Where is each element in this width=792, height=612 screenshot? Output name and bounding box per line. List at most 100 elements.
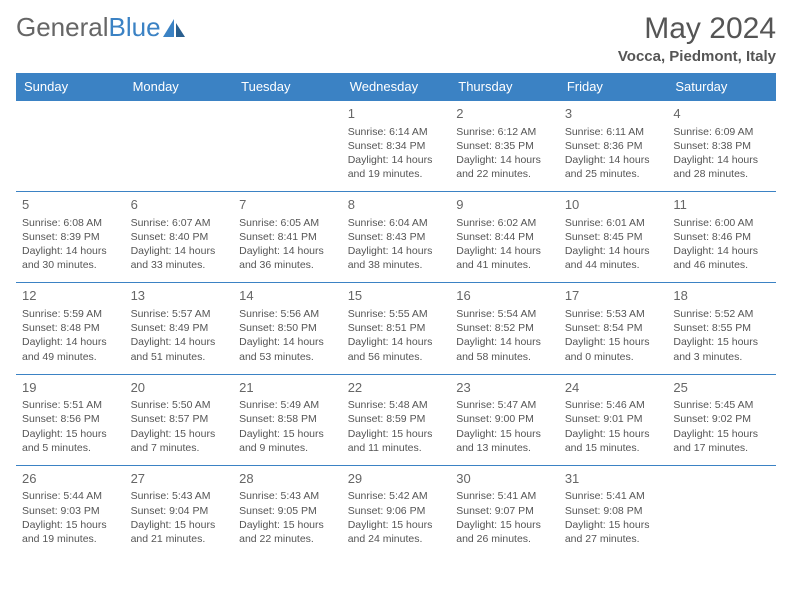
sunrise-line: Sunrise: 5:43 AM (131, 489, 228, 503)
month-title: May 2024 (618, 12, 776, 46)
day-number: 25 (673, 379, 770, 397)
calendar-cell: 13 Sunrise: 5:57 AMSunset: 8:49 PMDayligh… (125, 283, 234, 374)
day-header: Thursday (450, 73, 559, 101)
sunrise-line: Sunrise: 5:51 AM (22, 398, 119, 412)
calendar-cell: 28Sunrise: 5:43 AMSunset: 9:05 PMDayligh… (233, 465, 342, 556)
calendar-cell: 20Sunrise: 5:50 AMSunset: 8:57 PMDayligh… (125, 374, 234, 465)
calendar-cell: 4Sunrise: 6:09 AMSunset: 8:38 PMDaylight… (667, 101, 776, 192)
header: GeneralBlue May 2024 Vocca, Piedmont, It… (16, 12, 776, 65)
daylight-line: Daylight: 14 hours and 56 minutes. (348, 335, 445, 363)
calendar-cell: 16Sunrise: 5:54 AMSunset: 8:52 PMDayligh… (450, 283, 559, 374)
calendar-cell: 10Sunrise: 6:01 AMSunset: 8:45 PMDayligh… (559, 192, 668, 283)
calendar-cell: 5 Sunrise: 6:08 AMSunset: 8:39 PMDaylight… (16, 192, 125, 283)
daylight-line: Daylight: 15 hours and 11 minutes. (348, 427, 445, 455)
calendar-week-row: 12Sunrise: 5:59 AMSunset: 8:48 PMDayligh… (16, 283, 776, 374)
logo-sail-icon (163, 19, 185, 37)
calendar-cell: 31Sunrise: 5:41 AMSunset: 9:08 PMDayligh… (559, 465, 668, 556)
day-number: 5 (22, 196, 119, 214)
sunrise-line: Sunrise: 5:55 AM (348, 307, 445, 321)
calendar-cell: 2Sunrise: 6:12 AMSunset: 8:35 PMDaylight… (450, 101, 559, 192)
sunrise-line: Sunrise: 6:11 AM (565, 125, 662, 139)
daylight-line: Daylight: 15 hours and 17 minutes. (673, 427, 770, 455)
title-block: May 2024 Vocca, Piedmont, Italy (618, 12, 776, 65)
sunrise-line: Sunrise: 6:04 AM (348, 216, 445, 230)
sunset-line: Sunset: 8:54 PM (565, 321, 662, 335)
calendar-cell: 23Sunrise: 5:47 AMSunset: 9:00 PMDayligh… (450, 374, 559, 465)
day-number: 30 (456, 470, 553, 488)
day-number: 19 (22, 379, 119, 397)
day-number: 28 (239, 470, 336, 488)
calendar-cell: 12Sunrise: 5:59 AMSunset: 8:48 PMDayligh… (16, 283, 125, 374)
sunset-line: Sunset: 8:49 PM (131, 321, 228, 335)
calendar-cell: 19Sunrise: 5:51 AMSunset: 8:56 PMDayligh… (16, 374, 125, 465)
daylight-line: Daylight: 14 hours and 44 minutes. (565, 244, 662, 272)
day-number: 11 (673, 196, 770, 214)
sunset-line: Sunset: 8:40 PM (131, 230, 228, 244)
day-header: Friday (559, 73, 668, 101)
calendar-table: SundayMondayTuesdayWednesdayThursdayFrid… (16, 73, 776, 556)
calendar-cell (667, 465, 776, 556)
calendar-cell: 1Sunrise: 6:14 AMSunset: 8:34 PMDaylight… (342, 101, 451, 192)
calendar-cell: 18Sunrise: 5:52 AMSunset: 8:55 PMDayligh… (667, 283, 776, 374)
sunset-line: Sunset: 8:34 PM (348, 139, 445, 153)
sunset-line: Sunset: 8:51 PM (348, 321, 445, 335)
sunset-line: Sunset: 8:57 PM (131, 412, 228, 426)
sunrise-line: Sunrise: 5:45 AM (673, 398, 770, 412)
sunrise-line: Sunrise: 6:08 AM (22, 216, 119, 230)
daylight-line: Daylight: 14 hours and 30 minutes. (22, 244, 119, 272)
calendar-cell: 3Sunrise: 6:11 AMSunset: 8:36 PMDaylight… (559, 101, 668, 192)
sunset-line: Sunset: 8:39 PM (22, 230, 119, 244)
day-header: Tuesday (233, 73, 342, 101)
sunrise-line: Sunrise: 5:44 AM (22, 489, 119, 503)
day-number: 8 (348, 196, 445, 214)
daylight-line: Daylight: 15 hours and 3 minutes. (673, 335, 770, 363)
day-header: Wednesday (342, 73, 451, 101)
calendar-week-row: 5Sunrise: 6:08 AMSunset: 8:39 PMDaylight… (16, 192, 776, 283)
sunset-line: Sunset: 8:52 PM (456, 321, 553, 335)
daylight-line: Daylight: 14 hours and 33 minutes. (131, 244, 228, 272)
sunrise-line: Sunrise: 5:54 AM (456, 307, 553, 321)
day-header: Saturday (667, 73, 776, 101)
sunset-line: Sunset: 8:59 PM (348, 412, 445, 426)
day-number: 23 (456, 379, 553, 397)
sunrise-line: Sunrise: 6:07 AM (131, 216, 228, 230)
calendar-cell: 9Sunrise: 6:02 AMSunset: 8:44 PMDaylight… (450, 192, 559, 283)
day-number: 18 (673, 287, 770, 305)
calendar-cell: 30Sunrise: 5:41 AMSunset: 9:07 PMDayligh… (450, 465, 559, 556)
calendar-cell: 17Sunrise: 5:53 AMSunset: 8:54 PMDayligh… (559, 283, 668, 374)
daylight-line: Daylight: 15 hours and 9 minutes. (239, 427, 336, 455)
daylight-line: Daylight: 14 hours and 41 minutes. (456, 244, 553, 272)
day-number: 31 (565, 470, 662, 488)
day-number: 2 (456, 105, 553, 123)
daylight-line: Daylight: 15 hours and 15 minutes. (565, 427, 662, 455)
day-number: 24 (565, 379, 662, 397)
sunrise-line: Sunrise: 5:57 AM (131, 307, 228, 321)
day-number: 13 (131, 287, 228, 305)
daylight-line: Daylight: 14 hours and 49 minutes. (22, 335, 119, 363)
day-number: 21 (239, 379, 336, 397)
day-number: 9 (456, 196, 553, 214)
sunset-line: Sunset: 8:35 PM (456, 139, 553, 153)
daylight-line: Daylight: 14 hours and 25 minutes. (565, 153, 662, 181)
day-number: 7 (239, 196, 336, 214)
sunset-line: Sunset: 8:36 PM (565, 139, 662, 153)
daylight-line: Daylight: 15 hours and 21 minutes. (131, 518, 228, 546)
calendar-cell (233, 101, 342, 192)
calendar-week-row: 26Sunrise: 5:44 AMSunset: 9:03 PMDayligh… (16, 465, 776, 556)
calendar-cell (16, 101, 125, 192)
calendar-cell: 25Sunrise: 5:45 AMSunset: 9:02 PMDayligh… (667, 374, 776, 465)
day-header: Monday (125, 73, 234, 101)
logo: GeneralBlue (16, 12, 185, 43)
sunset-line: Sunset: 9:00 PM (456, 412, 553, 426)
sunrise-line: Sunrise: 5:50 AM (131, 398, 228, 412)
sunset-line: Sunset: 8:45 PM (565, 230, 662, 244)
logo-text-blue: Blue (109, 12, 161, 42)
daylight-line: Daylight: 15 hours and 0 minutes. (565, 335, 662, 363)
calendar-cell: 8Sunrise: 6:04 AMSunset: 8:43 PMDaylight… (342, 192, 451, 283)
sunset-line: Sunset: 8:56 PM (22, 412, 119, 426)
calendar-cell: 29Sunrise: 5:42 AMSunset: 9:06 PMDayligh… (342, 465, 451, 556)
day-number: 1 (348, 105, 445, 123)
calendar-cell: 11Sunrise: 6:00 AMSunset: 8:46 PMDayligh… (667, 192, 776, 283)
daylight-line: Daylight: 14 hours and 51 minutes. (131, 335, 228, 363)
sunset-line: Sunset: 9:06 PM (348, 504, 445, 518)
